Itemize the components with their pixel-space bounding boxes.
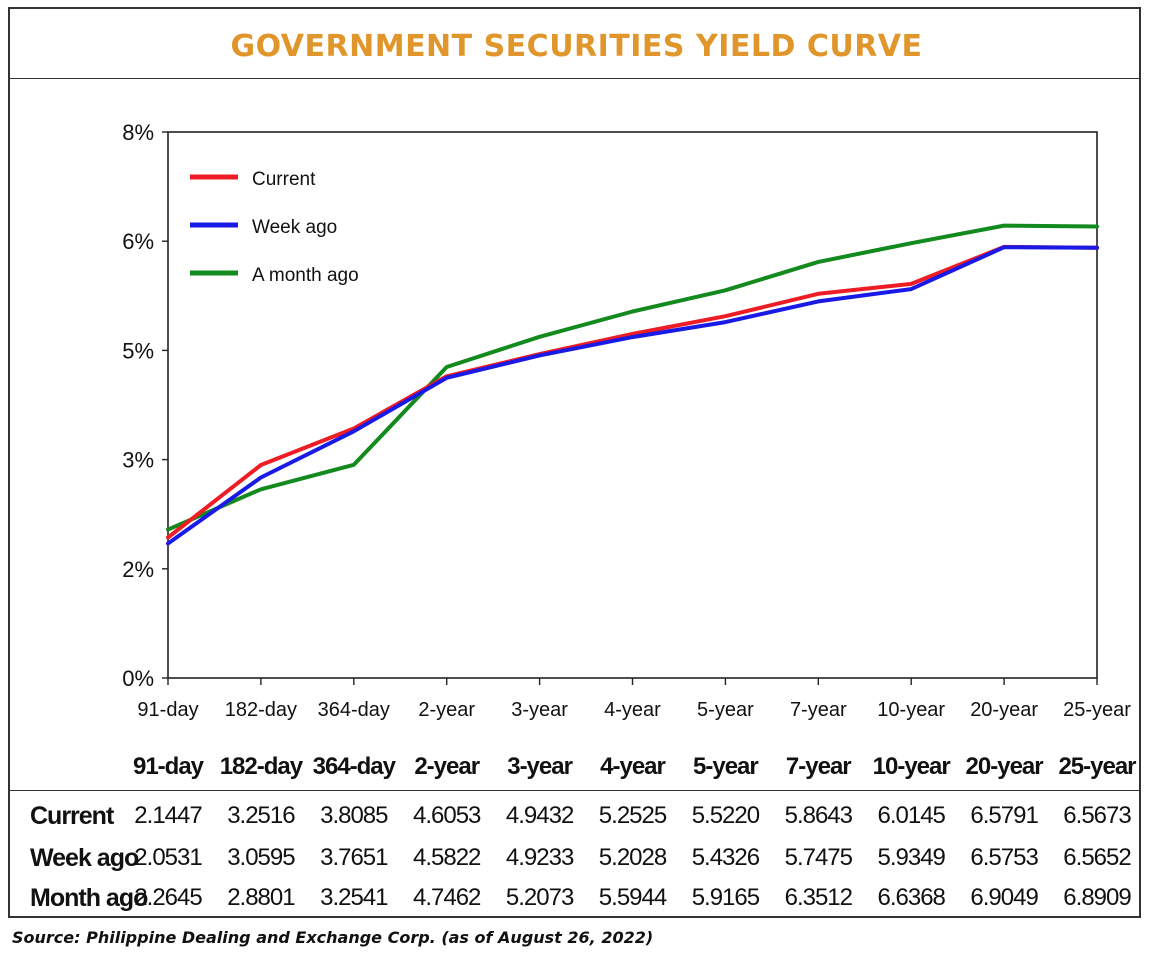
table-cell: 3.2541: [320, 884, 388, 911]
x-tick-label: 7-year: [790, 699, 847, 721]
x-tick-label: 364-day: [318, 699, 390, 721]
series-line-week-ago: [166, 245, 1099, 546]
table-cell: 6.8909: [1063, 884, 1131, 911]
row-label: Month ago: [30, 884, 148, 912]
table-cell: 5.2028: [598, 844, 667, 871]
table-cell: 6.0145: [877, 802, 945, 829]
table-cell: 6.6368: [877, 884, 945, 911]
y-tick-label: 2%: [122, 557, 154, 582]
table-cell: 3.7651: [320, 844, 388, 871]
table-cell: 4.9432: [505, 802, 574, 829]
table-header-cell: 4-year: [600, 753, 666, 780]
table-header-cell: 7-year: [785, 753, 852, 780]
table-cell: 6.5791: [970, 802, 1038, 829]
table-cell: 5.9165: [691, 884, 760, 911]
table-cell: 6.5673: [1063, 802, 1131, 829]
y-tick-label: 0%: [122, 666, 154, 691]
table-cell: 6.3512: [784, 884, 853, 911]
table-row-month-ago: Month ago 2.2645 2.8801 3.2541 4.7462 5.…: [10, 878, 1139, 918]
table-row-week-ago: Week ago 2.0531 3.0595 3.7651 4.5822 4.9…: [10, 838, 1139, 878]
series-line-a-month-ago: [166, 223, 1099, 532]
table-divider: [10, 790, 1139, 791]
y-tick-label: 6%: [122, 229, 154, 254]
table-cell: 2.1447: [134, 802, 202, 829]
table-cell: 5.7475: [784, 844, 853, 871]
table-cell: 3.8085: [320, 802, 388, 829]
table-header-cell: 182-day: [219, 753, 303, 780]
table-cell: 5.4326: [691, 844, 760, 871]
x-tick-label: 2-year: [418, 699, 475, 721]
x-tick-label: 3-year: [511, 699, 568, 721]
table-header-cell: 91-day: [132, 753, 204, 780]
table-cell: 3.0595: [227, 844, 295, 871]
x-tick-label: 25-year: [1063, 699, 1131, 721]
row-label: Current: [30, 802, 114, 830]
y-tick-label: 8%: [122, 120, 154, 145]
table-cell: 4.5822: [412, 844, 481, 871]
series-line-current: [166, 244, 1099, 540]
table-cell: 6.5753: [970, 844, 1038, 871]
table-cell: 5.9349: [877, 844, 945, 871]
source-note: Source: Philippine Dealing and Exchange …: [12, 928, 654, 947]
chart-title: GOVERNMENT SECURITIES YIELD CURVE: [230, 29, 923, 64]
x-tick-label: 20-year: [970, 699, 1038, 721]
table-cell: 2.0531: [134, 844, 202, 871]
table-header-cell: 10-year: [872, 753, 951, 780]
legend-label: Current: [252, 169, 316, 190]
legend-label: Week ago: [252, 217, 337, 238]
table-header-cell: 364-day: [312, 753, 396, 780]
x-tick-label: 182-day: [225, 699, 297, 721]
table-cell: 5.5220: [691, 802, 760, 829]
table-cell: 3.2516: [227, 802, 295, 829]
table-cell: 6.5652: [1063, 844, 1131, 871]
table-row-current: Current 2.1447 3.2516 3.8085 4.6053 4.94…: [10, 796, 1139, 836]
plot-area: [167, 131, 1098, 679]
table-cell: 2.2645: [134, 884, 202, 911]
legend-label: A month ago: [252, 265, 359, 286]
table-header-cell: 2-year: [414, 753, 480, 780]
x-tick-label: 10-year: [877, 699, 945, 721]
table-cell: 4.6053: [412, 802, 481, 829]
row-label: Week ago: [30, 844, 139, 872]
table-cell: 4.9233: [505, 844, 574, 871]
table-cell: 5.2073: [505, 884, 574, 911]
table-header-cell: 20-year: [965, 753, 1044, 780]
table-header-cell: 25-year: [1058, 753, 1136, 780]
table-header-row: 91-day 182-day 364-day 2-year 3-year 4-y…: [10, 747, 1139, 787]
yield-curve-chart: 0% 2% 3% 5% 6% 8% 91-day 182-day 364-day 2-year 3-…: [122, 120, 1131, 721]
figure-frame: GOVERNMENT SECURITIES YIELD CURVE 0% 2% 3%…: [8, 7, 1141, 918]
table-header-cell: 5-year: [693, 753, 759, 780]
table-cell: 5.2525: [598, 802, 667, 829]
table-cell: 6.9049: [970, 884, 1038, 911]
table-cell: 5.5944: [598, 884, 667, 911]
x-tick-label: 5-year: [697, 699, 754, 721]
table-cell: 5.8643: [784, 802, 853, 829]
table-cell: 4.7462: [412, 884, 481, 911]
x-tick-label: 4-year: [604, 699, 661, 721]
table-cell: 2.8801: [227, 884, 295, 911]
y-tick-label: 5%: [122, 338, 154, 363]
table-header-cell: 3-year: [507, 753, 573, 780]
title-divider: [10, 78, 1139, 79]
x-tick-label: 91-day: [137, 699, 198, 721]
y-tick-label: 3%: [122, 448, 154, 473]
